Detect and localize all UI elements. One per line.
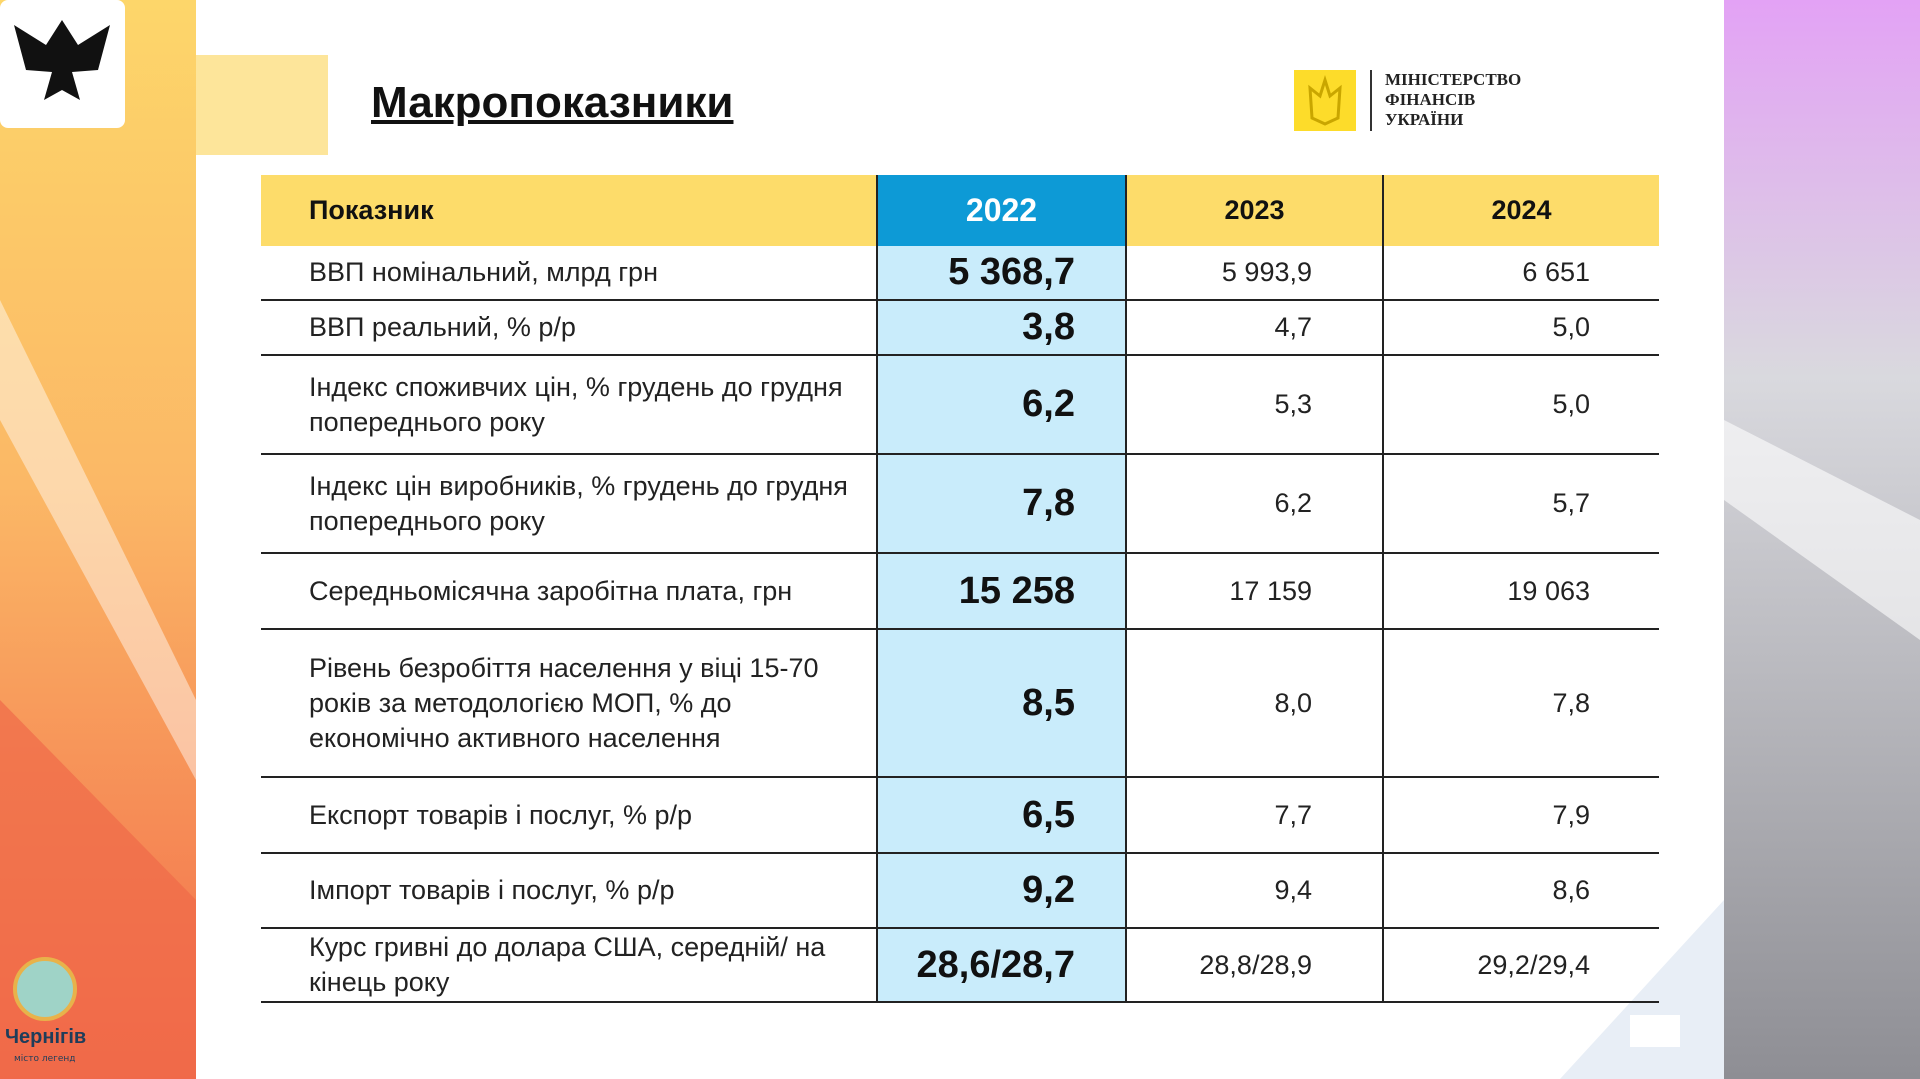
table-row: ВВП реальний, % р/р 3,8 4,7 5,0 — [261, 300, 1659, 356]
table-row: Індекс цін виробників, % грудень до груд… — [261, 454, 1659, 554]
value-cell: 6 651 — [1382, 246, 1659, 301]
value-cell: 7,8 — [876, 454, 1126, 554]
indicator-cell: Індекс споживчих цін, % грудень до грудн… — [261, 355, 877, 455]
table-row: Середньомісячна заробітна плата, грн 15 2… — [261, 553, 1659, 630]
value-cell: 8,0 — [1125, 629, 1383, 778]
title: Макропоказники — [371, 78, 734, 127]
value-cell: 5 993,9 — [1125, 246, 1383, 301]
ministry-line: УКРАЇНИ — [1385, 110, 1464, 129]
city-name: Чернігів — [5, 1026, 87, 1048]
value-cell: 28,6/28,7 — [876, 928, 1126, 1003]
value-cell: 9,4 — [1125, 853, 1383, 929]
indicator-cell: Імпорт товарів і послуг, % р/р — [261, 853, 877, 929]
column-header: Показник — [261, 175, 877, 246]
column-header: 2023 — [1125, 175, 1383, 246]
indicator-cell: Експорт товарів і послуг, % р/р — [261, 777, 877, 854]
value-cell: 9,2 — [876, 853, 1126, 929]
value-cell: 6,5 — [876, 777, 1126, 854]
value-cell: 5 368,7 — [876, 246, 1126, 301]
indicator-cell: Рівень безробіття населення у віці 15-70… — [261, 629, 877, 778]
value-cell: 8,5 — [876, 629, 1126, 778]
value-cell: 6,2 — [1125, 454, 1383, 554]
value-cell: 8,6 — [1382, 853, 1659, 929]
indicator-cell: Середньомісячна заробітна плата, грн — [261, 553, 877, 630]
value-cell: 15 258 — [876, 553, 1126, 630]
value-cell: 29,2/29,4 — [1382, 928, 1659, 1003]
table-row: ВВП номінальний, млрд грн 5 368,7 5 993,9 6… — [261, 246, 1659, 301]
ministry-line: МІНІСТЕРСТВО — [1385, 70, 1522, 89]
value-cell: 19 063 — [1382, 553, 1659, 630]
city-motto: місто легенд — [14, 1054, 76, 1064]
table-row: Експорт товарів і послуг, % р/р 6,5 7,7 7,9 — [261, 777, 1659, 854]
value-cell: 3,8 — [876, 300, 1126, 356]
column-header: 2022 — [876, 175, 1126, 246]
ministry-line: ФІНАНСІВ — [1385, 90, 1476, 109]
value-cell: 4,7 — [1125, 300, 1383, 356]
value-cell: 28,8/28,9 — [1125, 928, 1383, 1003]
column-header: 2024 — [1382, 175, 1659, 246]
table-row: Курс гривні до долара США, середній/ на … — [261, 928, 1659, 1003]
value-cell: 17 159 — [1125, 553, 1383, 630]
value-cell: 7,7 — [1125, 777, 1383, 854]
header-row: Показник 2022 2023 2024 — [261, 175, 1659, 246]
value-cell: 5,0 — [1382, 300, 1659, 356]
table-row: Рівень безробіття населення у віці 15-70… — [261, 629, 1659, 778]
value-cell: 6,2 — [876, 355, 1126, 455]
value-cell: 7,8 — [1382, 629, 1659, 778]
value-cell: 5,3 — [1125, 355, 1383, 455]
indicators-table: Показник 2022 2023 2024 ВВП номінальний, мл… — [261, 175, 1659, 1003]
value-cell: 5,0 — [1382, 355, 1659, 455]
indicator-cell: ВВП номінальний, млрд грн — [261, 246, 877, 301]
value-cell: 5,7 — [1382, 454, 1659, 554]
indicator-cell: Індекс цін виробників, % грудень до груд… — [261, 454, 877, 554]
indicator-cell: Курс гривні до долара США, середній/ на … — [261, 928, 877, 1003]
table-row: Індекс споживчих цін, % грудень до грудн… — [261, 355, 1659, 455]
indicator-cell: ВВП реальний, % р/р — [261, 300, 877, 356]
value-cell: 7,9 — [1382, 777, 1659, 854]
table-row: Імпорт товарів і послуг, % р/р 9,2 9,4 8,6 — [261, 853, 1659, 929]
